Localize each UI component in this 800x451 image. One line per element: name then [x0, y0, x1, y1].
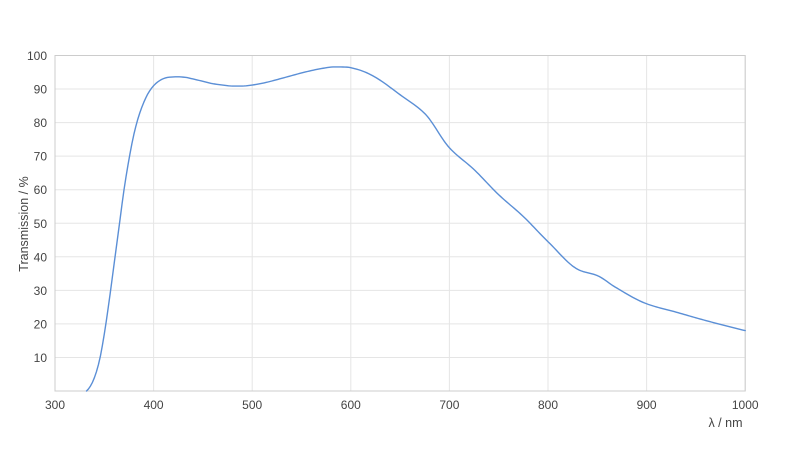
svg-text:50: 50: [34, 217, 48, 231]
svg-text:500: 500: [242, 398, 262, 412]
svg-text:1000: 1000: [732, 398, 759, 412]
svg-text:20: 20: [34, 317, 48, 331]
svg-text:700: 700: [439, 398, 459, 412]
svg-text:30: 30: [34, 284, 48, 298]
svg-text:900: 900: [637, 398, 657, 412]
svg-text:300: 300: [45, 398, 65, 412]
svg-text:80: 80: [34, 116, 48, 130]
svg-text:70: 70: [34, 150, 48, 164]
svg-text:100: 100: [27, 49, 47, 63]
svg-text:400: 400: [144, 398, 164, 412]
svg-text:Transmission / %: Transmission / %: [17, 176, 31, 271]
svg-text:10: 10: [34, 351, 48, 365]
svg-text:90: 90: [34, 83, 48, 97]
svg-text:λ / nm: λ / nm: [708, 416, 742, 430]
svg-text:60: 60: [34, 183, 48, 197]
svg-text:40: 40: [34, 250, 48, 264]
svg-text:800: 800: [538, 398, 558, 412]
svg-text:600: 600: [341, 398, 361, 412]
